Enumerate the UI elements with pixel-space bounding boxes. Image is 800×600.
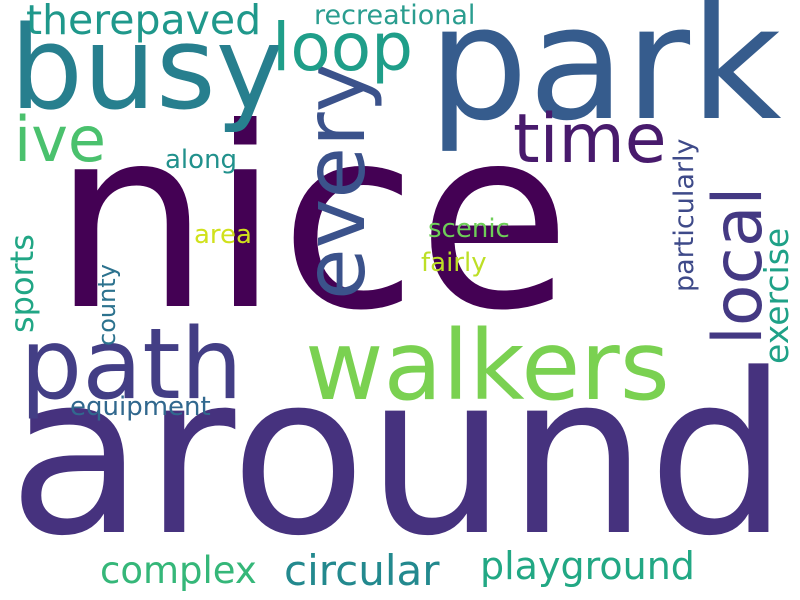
word-circular: circular bbox=[284, 546, 440, 595]
word-time: time bbox=[513, 100, 667, 179]
word-park: park bbox=[428, 0, 782, 156]
word-busy: busy bbox=[10, 2, 284, 136]
word-walkers: walkers bbox=[305, 310, 670, 422]
word-area: area bbox=[194, 220, 252, 250]
word-therepaved: therepaved bbox=[26, 0, 262, 44]
word-sports: sports bbox=[3, 234, 41, 333]
word-around: around bbox=[8, 327, 789, 585]
word-complex: complex bbox=[100, 549, 257, 592]
word-every: every bbox=[286, 62, 384, 300]
word-along: along bbox=[165, 145, 238, 175]
word-loop: loop bbox=[272, 9, 413, 86]
word-exercise: exercise bbox=[757, 227, 796, 364]
word-scenic: scenic bbox=[428, 214, 510, 244]
word-recreational: recreational bbox=[314, 0, 476, 31]
word-particularly: particularly bbox=[669, 138, 700, 292]
word-nice: nice bbox=[52, 74, 572, 365]
word-fairly: fairly bbox=[421, 248, 487, 278]
word-ive: ive bbox=[14, 103, 107, 176]
word-path: path bbox=[20, 308, 243, 422]
word-playground: playground bbox=[480, 544, 695, 588]
word-county: county bbox=[93, 264, 121, 346]
word-equipment: equipment bbox=[70, 392, 211, 422]
